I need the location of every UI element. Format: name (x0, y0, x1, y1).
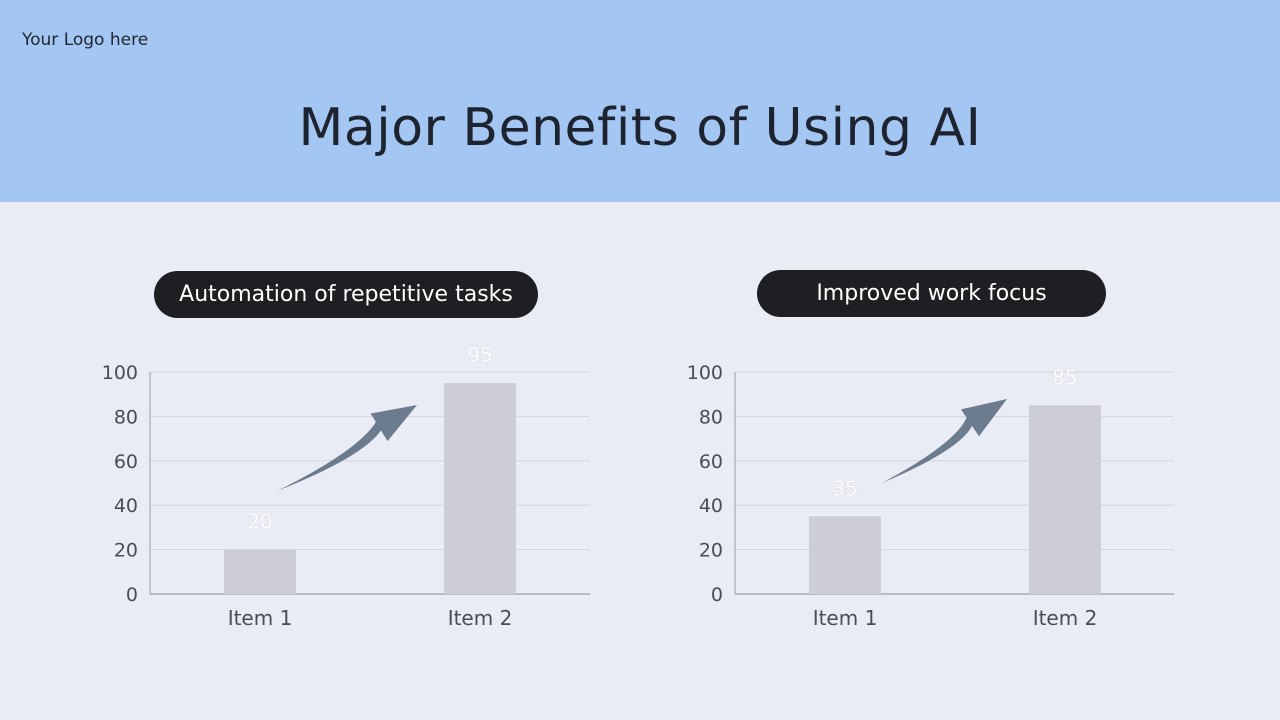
bar-chart-1: 0 20 40 60 80 100 20 Item 1 95 Item 2 (102, 343, 590, 630)
data-label: 20 (247, 510, 272, 534)
data-label: 35 (832, 476, 857, 500)
bar (224, 549, 296, 594)
x-tick-label: Item 2 (1033, 606, 1098, 630)
y-tick-label: 20 (114, 540, 138, 562)
y-tick-label: 100 (102, 362, 138, 384)
bar-chart-2: 0 20 40 60 80 100 35 Item 1 85 Item 2 (687, 362, 1174, 630)
data-label: 95 (467, 343, 492, 367)
data-label: 85 (1052, 365, 1077, 389)
header-banner: Your Logo here Major Benefits of Using A… (0, 0, 1280, 202)
panel-label-work-focus: Improved work focus (757, 270, 1106, 317)
x-tick-label: Item 1 (228, 606, 293, 630)
bar (1029, 405, 1101, 594)
y-tick-label: 40 (114, 495, 138, 517)
y-tick-label: 60 (699, 451, 723, 473)
trend-up-arrow-icon (277, 405, 417, 491)
y-tick-label: 0 (711, 584, 723, 606)
bar (809, 516, 881, 594)
y-tick-label: 0 (126, 584, 138, 606)
y-tick-label: 80 (114, 406, 138, 428)
page-title: Major Benefits of Using AI (298, 98, 982, 158)
y-tick-label: 100 (687, 362, 723, 384)
logo-placeholder: Your Logo here (22, 30, 149, 50)
bar (444, 383, 516, 594)
x-tick-label: Item 1 (813, 606, 878, 630)
panel-label-automation: Automation of repetitive tasks (154, 271, 538, 318)
y-tick-label: 60 (114, 451, 138, 473)
x-tick-label: Item 2 (448, 606, 513, 630)
y-tick-label: 40 (699, 495, 723, 517)
y-tick-label: 20 (699, 540, 723, 562)
trend-up-arrow-icon (882, 399, 1007, 483)
y-tick-label: 80 (699, 406, 723, 428)
